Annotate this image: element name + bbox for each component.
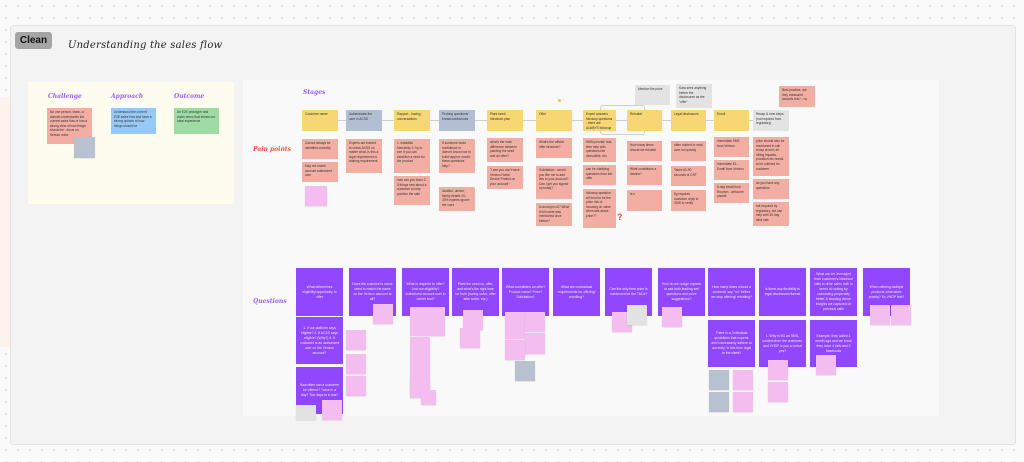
question-card[interactable]: What determines eligibility/opportunity … xyxy=(296,268,343,316)
board-title: Understanding the sales flow xyxy=(68,40,223,51)
stage-card[interactable]: Rapport - having conversations xyxy=(394,110,430,131)
pain-point-card[interactable]: What constitutes a decline? xyxy=(627,165,662,185)
pain-point-card[interactable]: how can you learn 2-3 things new about a… xyxy=(394,176,430,205)
pain-point-card[interactable]: What's the official offer structure? xyxy=(536,138,572,158)
sticky-note[interactable] xyxy=(733,370,753,390)
question-card[interactable]: How often can a customer be offered? Twi… xyxy=(296,367,343,414)
challenge-label: Challenge xyxy=(48,93,82,100)
pain-point-card[interactable]: If someone lacks confidence or doesn't k… xyxy=(439,139,475,173)
stage-card[interactable]: Customer name xyxy=(302,110,338,131)
pain-point-card[interactable]: Is n xyxy=(627,190,662,211)
pain-point-card[interactable]: Experts are trained to check ACSS no mat… xyxy=(346,139,382,173)
pain-point-card[interactable]: Immediate SMS from Verizon xyxy=(714,137,749,157)
stage-card[interactable]: Plant seed/ Introduce plan xyxy=(487,110,523,131)
pain-point-card[interactable]: Takes 60-90 seconds of CRT xyxy=(671,166,706,186)
sticky-note[interactable] xyxy=(768,382,788,402)
sticky-note[interactable] xyxy=(460,328,480,348)
clean-button[interactable]: Clean xyxy=(15,32,52,49)
approach-card[interactable]: Understand the current E2E sales flow an… xyxy=(111,108,156,134)
pain-point-card[interactable]: Cannot always be identified correctly xyxy=(302,139,338,159)
question-card[interactable]: What are contractual requirements for of… xyxy=(553,268,600,316)
sticky-note[interactable] xyxy=(768,360,788,380)
stage-card[interactable]: Expert answers followup questions - ther… xyxy=(583,110,616,131)
question-card[interactable]: 1. Why is 5G an SMS-confirm from the cus… xyxy=(759,320,806,367)
pain-point-card[interactable]: price should also be mentioned in call r… xyxy=(753,137,789,176)
stage-card[interactable]: Legal disclosures xyxy=(671,110,706,131)
pain-point-card[interactable]: Solicitation - would you like me to add … xyxy=(536,166,572,199)
pain-point-card[interactable]: 5g requires customer reply to SMS to ver… xyxy=(671,190,706,211)
outcome-label: Outcome xyxy=(174,93,205,100)
pain-point-card[interactable]: do you have any questions xyxy=(753,179,789,199)
question-card[interactable]: 1. If our platform says eligible? 2. If … xyxy=(296,317,343,364)
pain-point-card[interactable]: location, device, family details 20-30% … xyxy=(439,187,475,211)
pain-point-card[interactable]: not required by regulatory, but can help… xyxy=(753,202,789,226)
sticky-note[interactable] xyxy=(891,305,911,325)
sticky-note[interactable] xyxy=(505,340,525,360)
question-card[interactable]: There is a 3 rebuttals guidelines that e… xyxy=(708,320,755,367)
stage-card[interactable]: Rebuttal xyxy=(627,110,662,131)
pain-point-card[interactable]: often rushed or read over too quickly xyxy=(671,141,706,161)
sticky-note[interactable] xyxy=(627,305,647,325)
question-card[interactable]: What constitutes an offer? Product name?… xyxy=(502,268,549,316)
sticky-note[interactable] xyxy=(421,390,436,405)
pain-point-card[interactable]: HMM provide real-time help with question… xyxy=(583,138,616,162)
pain-point-card[interactable]: 5-day email from Rourton - welcome packe… xyxy=(714,183,749,203)
sticky-note[interactable] xyxy=(525,312,545,332)
dot-marker xyxy=(558,99,561,102)
pain-point-card[interactable]: May not match account authorized user xyxy=(302,162,338,182)
pain-point-card[interactable]: what's the main difference between plant… xyxy=(487,138,523,162)
question-card[interactable]: Plant the seed vs. offer, and what's the… xyxy=(452,268,499,316)
sticky-note[interactable] xyxy=(74,137,95,158)
pain-point-card[interactable]: can be clarifying questions from the off… xyxy=(583,165,616,185)
pain-point-card[interactable]: Immediate E1 - Email from Verizon xyxy=(714,160,749,180)
sticky-note[interactable] xyxy=(346,330,366,350)
note-best-practice[interactable]: Best practice, are they measured towards… xyxy=(779,86,815,107)
approach-label: Approach xyxy=(111,93,144,100)
sticky-note[interactable] xyxy=(505,312,525,339)
sticky-note[interactable] xyxy=(346,376,366,396)
sticky-note[interactable] xyxy=(662,307,682,327)
questions-label: Questions xyxy=(253,298,287,305)
sticky-note[interactable] xyxy=(373,304,393,324)
question-card[interactable]: How many times should a customer say "no… xyxy=(708,268,755,316)
pain-point-card[interactable]: Is acronym ok? What if full name was men… xyxy=(536,203,572,226)
outcome-card[interactable]: An E2E prototype and audio demo that sho… xyxy=(174,108,219,134)
pain-point-card[interactable]: "I see you don't have Verizon Home Devic… xyxy=(487,166,523,189)
stage-card[interactable]: Offer xyxy=(536,110,572,131)
sticky-note[interactable] xyxy=(709,392,729,412)
sticky-note[interactable] xyxy=(525,333,545,354)
question-card[interactable]: What can be leveraged from customer's hi… xyxy=(810,268,857,316)
stages-label: Stages xyxy=(303,89,326,96)
sticky-note[interactable] xyxy=(870,305,890,325)
sticky-note[interactable] xyxy=(709,370,729,390)
stage-card[interactable]: Recap & next steps (not required from re… xyxy=(753,110,789,131)
sticky-note[interactable] xyxy=(305,186,327,206)
sticky-note[interactable] xyxy=(346,354,366,374)
sticky-note[interactable] xyxy=(410,307,445,336)
stage-card[interactable]: Probing questions/ breadcrumbs/cues xyxy=(439,110,475,131)
stage-card[interactable]: Authenticate the user in ACSS xyxy=(346,110,382,131)
stage-card[interactable]: Enroll xyxy=(714,110,749,131)
sticky-note[interactable] xyxy=(296,405,316,420)
sticky-note[interactable] xyxy=(322,400,342,420)
question-mark-icon: ? xyxy=(617,212,623,222)
sticky-note[interactable] xyxy=(515,361,535,381)
pain-point-card[interactable]: followup question will tend to be the pr… xyxy=(583,189,616,228)
pain-points-label: Pain points xyxy=(253,146,291,153)
sticky-note[interactable] xyxy=(816,355,836,375)
question-card[interactable]: Is there any flexibility to legal disclo… xyxy=(759,268,806,316)
sticky-note[interactable] xyxy=(733,392,753,412)
pain-point-card[interactable]: 1. establish friendship 2. try to see if… xyxy=(394,139,430,173)
note-mention-price[interactable]: Mention the price xyxy=(635,85,670,105)
adjacent-frame-edge xyxy=(0,97,10,347)
pain-point-card[interactable]: How many times should we rebuttal xyxy=(627,141,662,161)
note-kara-sees[interactable]: Kara sees anything before the disclosure… xyxy=(676,84,712,108)
sticky-note[interactable] xyxy=(463,310,483,330)
